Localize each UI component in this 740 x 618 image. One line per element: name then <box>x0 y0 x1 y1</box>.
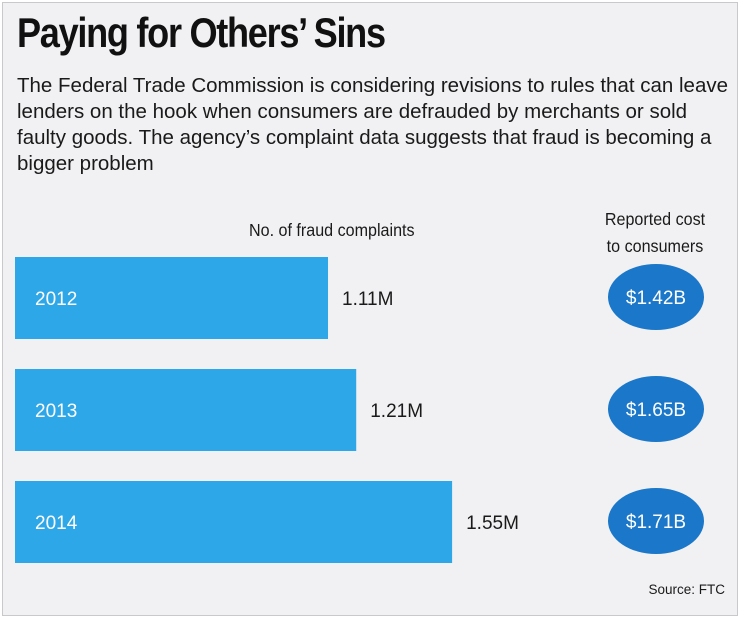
cost-bubble-2013 <box>608 376 704 442</box>
cost-column-header: Reported cost to consumers <box>591 206 720 260</box>
complaints-value-label-2013: 1.21M <box>370 401 423 422</box>
category-label-2012: 2012 <box>35 289 77 310</box>
cost-value-label-2013: $1.65B <box>626 400 686 421</box>
cost-value-label-2014: $1.71B <box>626 512 686 533</box>
cost-bubble-2014 <box>608 488 704 554</box>
category-label-2014: 2014 <box>35 513 78 534</box>
chart-plot: 2012 1.11M $1.42B 2013 1.21M $1.65B 2014 1.55M $… <box>15 257 704 563</box>
cost-value-label-2012: $1.42B <box>626 288 686 309</box>
chart-subtitle: The Federal Trade Commission is consider… <box>17 74 728 175</box>
category-label-2013: 2013 <box>35 401 77 422</box>
complaints-value-label-2012: 1.11M <box>342 289 393 310</box>
bar-2013 <box>15 369 357 451</box>
bar-2014 <box>15 481 453 563</box>
chart-title: Paying for Others’ Sins <box>17 9 386 56</box>
source-note: Source: FTC <box>648 582 725 597</box>
complaints-value-label-2014: 1.55M <box>466 513 519 534</box>
cost-header-line-2: to consumers <box>606 236 704 256</box>
complaints-column-header: No. of fraud complaints <box>249 220 415 240</box>
cost-header-line-1: Reported cost <box>604 209 706 229</box>
cost-bubble-2012 <box>608 264 704 330</box>
bar-2012 <box>15 257 329 339</box>
